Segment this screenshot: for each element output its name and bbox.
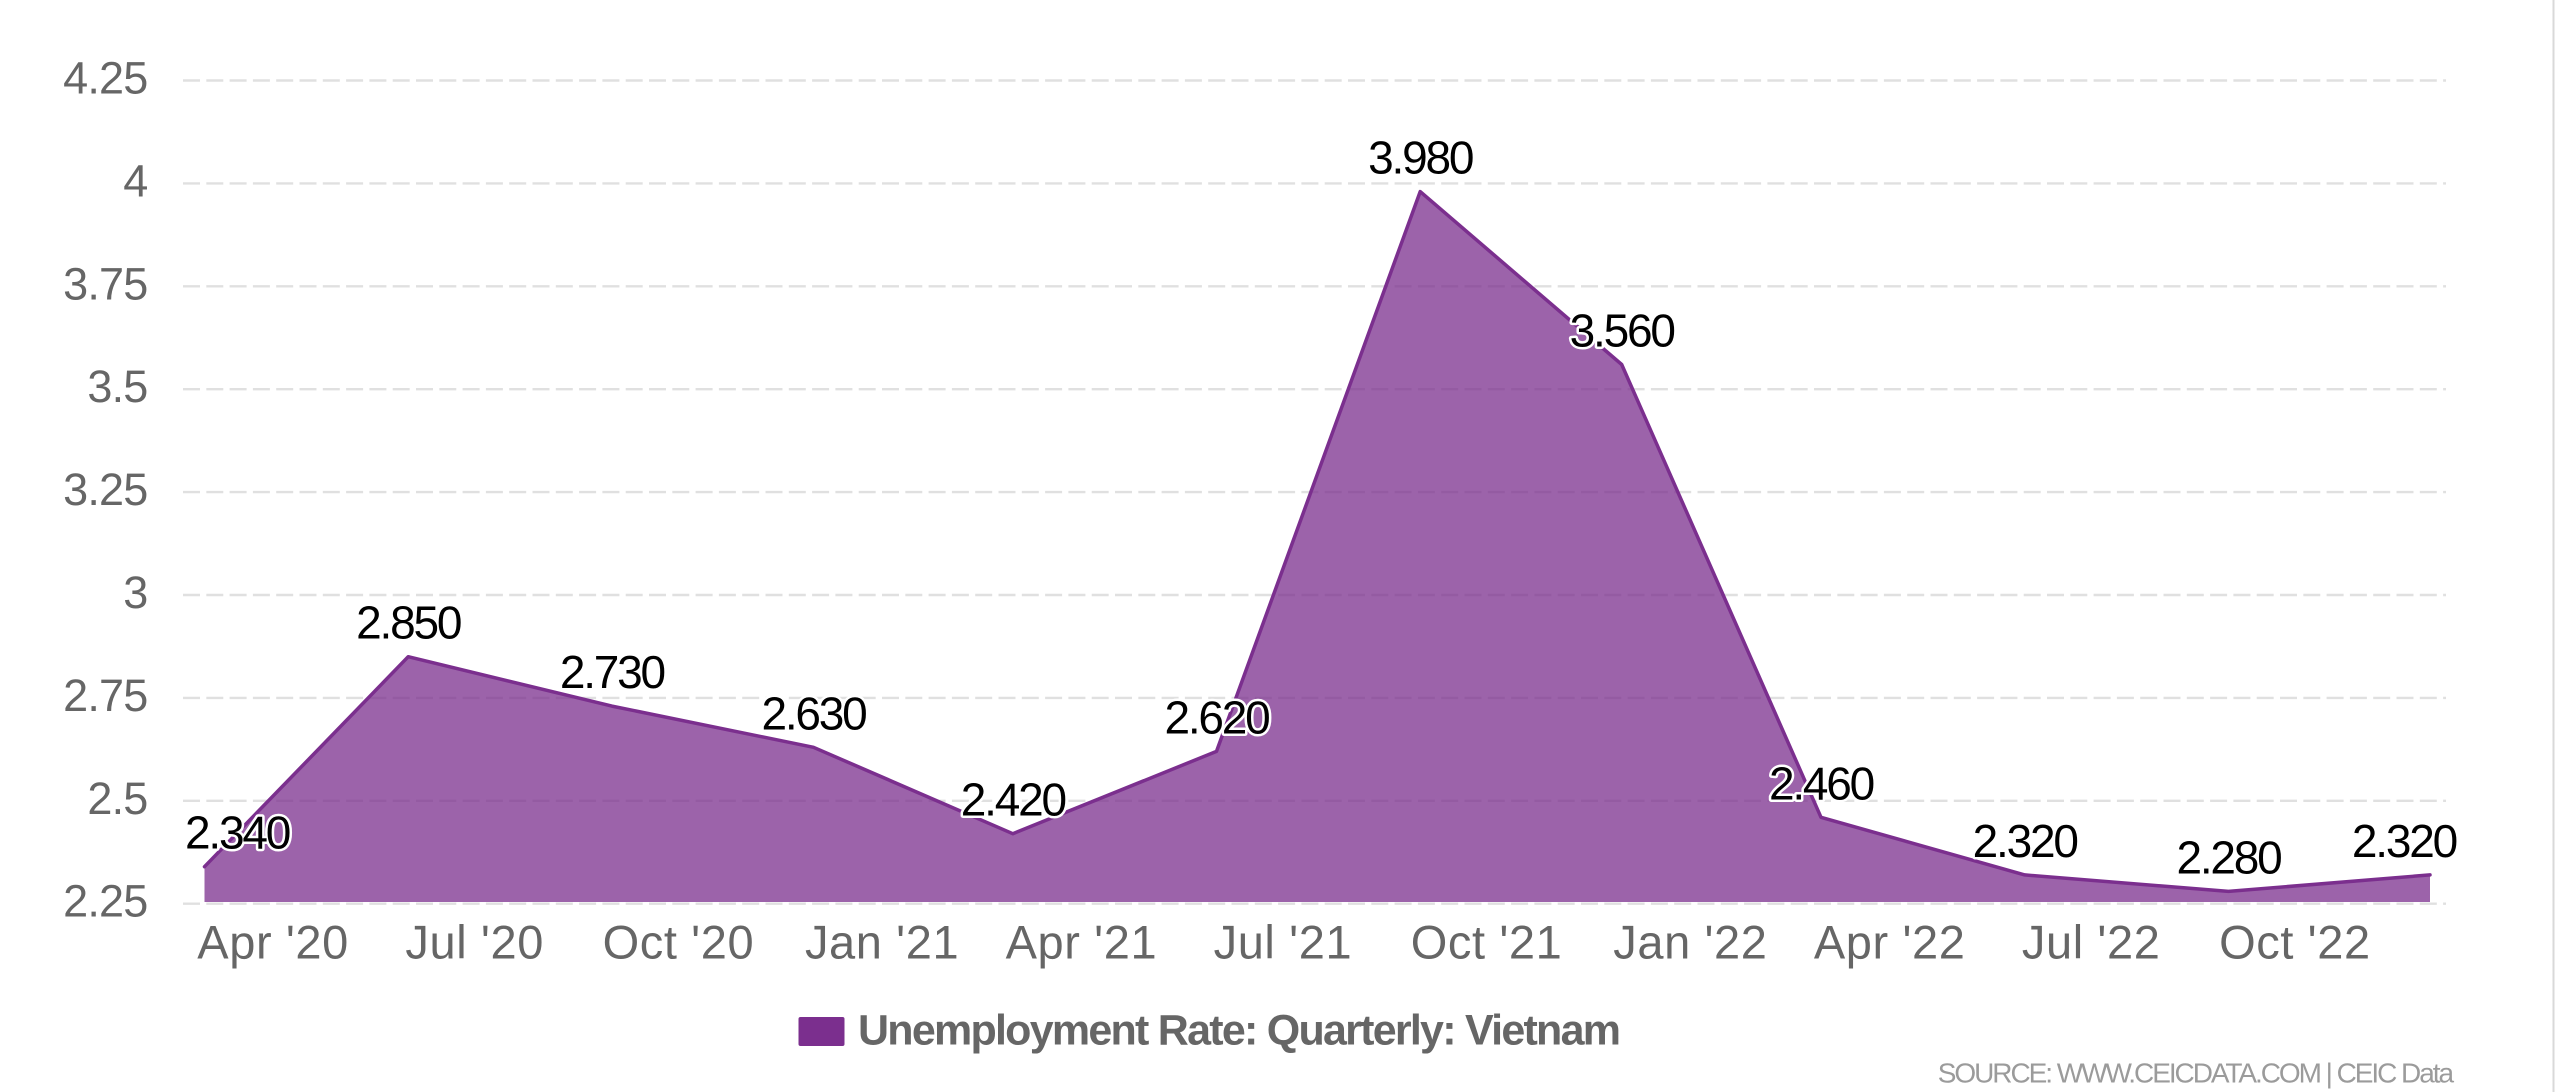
svg-text:2.5: 2.5 <box>87 773 147 824</box>
svg-text:Jan '21: Jan '21 <box>805 916 959 969</box>
svg-text:3.980: 3.980 <box>1368 132 1473 184</box>
svg-text:Jul '20: Jul '20 <box>405 916 544 969</box>
svg-text:2.280: 2.280 <box>2176 831 2281 883</box>
svg-text:Jul '21: Jul '21 <box>1214 916 1353 969</box>
svg-text:Apr '22: Apr '22 <box>1814 916 1966 969</box>
svg-text:Unemployment Rate: Quarterly:: Unemployment Rate: Quarterly: Vietnam <box>858 1007 1619 1055</box>
svg-text:Oct '20: Oct '20 <box>603 916 755 969</box>
svg-text:Oct '21: Oct '21 <box>1411 916 1563 969</box>
svg-text:3.25: 3.25 <box>63 464 147 515</box>
svg-text:2.320: 2.320 <box>2352 815 2457 867</box>
svg-text:4.25: 4.25 <box>63 53 147 104</box>
svg-text:Apr '21: Apr '21 <box>1006 916 1158 969</box>
svg-text:3.75: 3.75 <box>63 258 147 309</box>
svg-text:2.75: 2.75 <box>63 670 147 721</box>
svg-text:Jul '22: Jul '22 <box>2022 916 2161 969</box>
svg-text:2.340: 2.340 <box>185 807 290 859</box>
svg-text:2.630: 2.630 <box>761 687 866 739</box>
svg-text:2.420: 2.420 <box>961 774 1066 826</box>
svg-text:2.320: 2.320 <box>1973 815 2078 867</box>
svg-text:Jan '22: Jan '22 <box>1613 916 1767 969</box>
svg-text:2.620: 2.620 <box>1164 691 1269 743</box>
svg-text:2.25: 2.25 <box>63 876 147 927</box>
svg-text:4: 4 <box>123 155 147 206</box>
svg-text:3: 3 <box>123 567 147 618</box>
svg-text:3.560: 3.560 <box>1570 305 1675 357</box>
svg-text:2.730: 2.730 <box>560 646 665 698</box>
svg-text:2.460: 2.460 <box>1769 757 1874 809</box>
svg-text:Apr '20: Apr '20 <box>197 916 349 969</box>
svg-text:SOURCE: WWW.CEICDATA.COM | CEI: SOURCE: WWW.CEICDATA.COM | CEIC Data <box>1938 1058 2455 1089</box>
svg-text:Oct '22: Oct '22 <box>2219 916 2371 969</box>
svg-text:2.850: 2.850 <box>356 597 461 649</box>
svg-text:3.5: 3.5 <box>87 361 147 412</box>
